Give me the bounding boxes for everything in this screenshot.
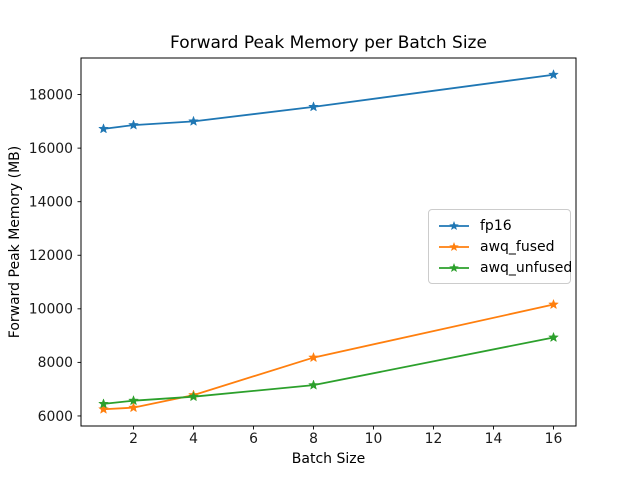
y-tick-label: 10000	[29, 302, 73, 318]
axes-frame	[80, 57, 577, 427]
legend-swatch-fp16-icon	[439, 220, 469, 230]
y-tick-label: 6000	[38, 409, 73, 425]
marker-awq_fused	[128, 401, 139, 413]
legend-label: awq_unfused	[480, 259, 573, 276]
legend-item-fp16: fp16	[438, 215, 562, 236]
x-tick-label: 8	[309, 431, 318, 447]
y-tick-label: 8000	[38, 355, 73, 371]
marker-awq_unfused	[188, 390, 199, 402]
series-line-fp16	[102, 73, 555, 130]
marker-awq_unfused	[98, 398, 109, 409]
legend-item-awq-unfused: awq_unfused	[438, 257, 572, 278]
x-tick-label: 14	[485, 431, 503, 447]
marker-fp16	[128, 119, 139, 130]
x-tick-label: 10	[365, 431, 383, 447]
legend-swatch-awq-unfused-icon	[439, 262, 469, 272]
marker-fp16	[98, 123, 109, 134]
x-tick-label: 12	[425, 431, 443, 447]
x-tick-label: 16	[545, 431, 563, 447]
legend-label: awq_fused	[480, 238, 555, 255]
chart-title: Forward Peak Memory per Batch Size	[170, 33, 487, 53]
y-tick-label: 16000	[29, 141, 73, 157]
marker-awq_fused	[548, 298, 559, 310]
y-axis-label-text: Forward Peak Memory (MB)	[7, 145, 23, 339]
marker-awq_unfused	[308, 379, 319, 390]
x-tick-label: 2	[129, 431, 138, 447]
legend-swatch-awq-fused-icon	[439, 241, 469, 251]
y-tick-label: 14000	[29, 194, 73, 210]
marker-awq_fused	[308, 351, 319, 363]
marker-fp16	[308, 101, 319, 112]
y-tick-label: 12000	[29, 248, 73, 264]
marker-awq_unfused	[128, 394, 139, 406]
y-tick-label: 18000	[29, 87, 73, 103]
x-tick-label: 4	[189, 431, 198, 447]
legend-label: fp16	[480, 217, 512, 234]
x-tick-label: 6	[249, 431, 258, 447]
series-line-awq_unfused	[102, 336, 555, 405]
legend: fp16 awq_fused awq_unfused	[428, 209, 572, 284]
marker-awq_fused	[98, 403, 109, 414]
marker-fp16	[548, 69, 559, 80]
series-line-awq_fused	[102, 303, 555, 411]
legend-item-awq-fused: awq_fused	[438, 236, 562, 257]
marker-fp16	[188, 115, 199, 126]
x-axis-label: Batch Size	[291, 451, 366, 467]
marker-awq_unfused	[548, 331, 559, 343]
